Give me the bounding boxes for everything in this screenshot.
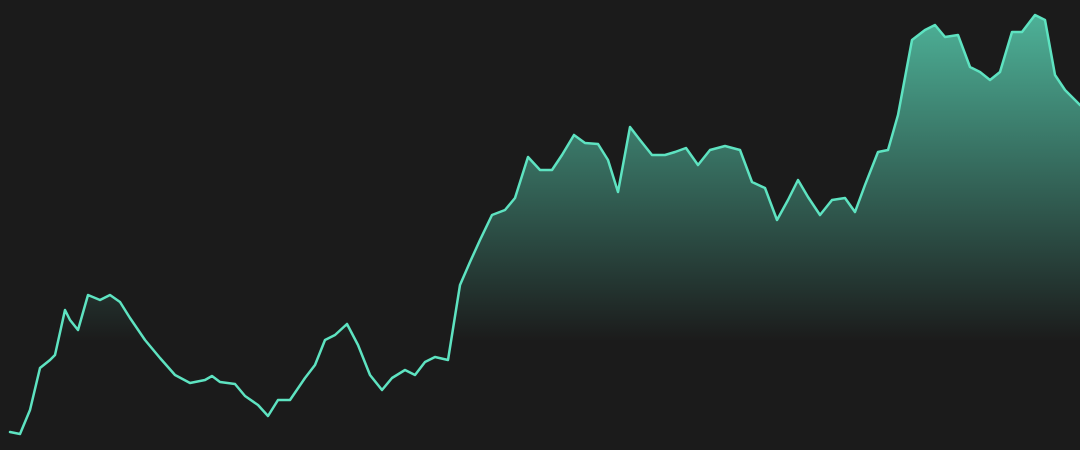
area-line [8, 13, 1080, 436]
area-fill [10, 15, 1080, 450]
